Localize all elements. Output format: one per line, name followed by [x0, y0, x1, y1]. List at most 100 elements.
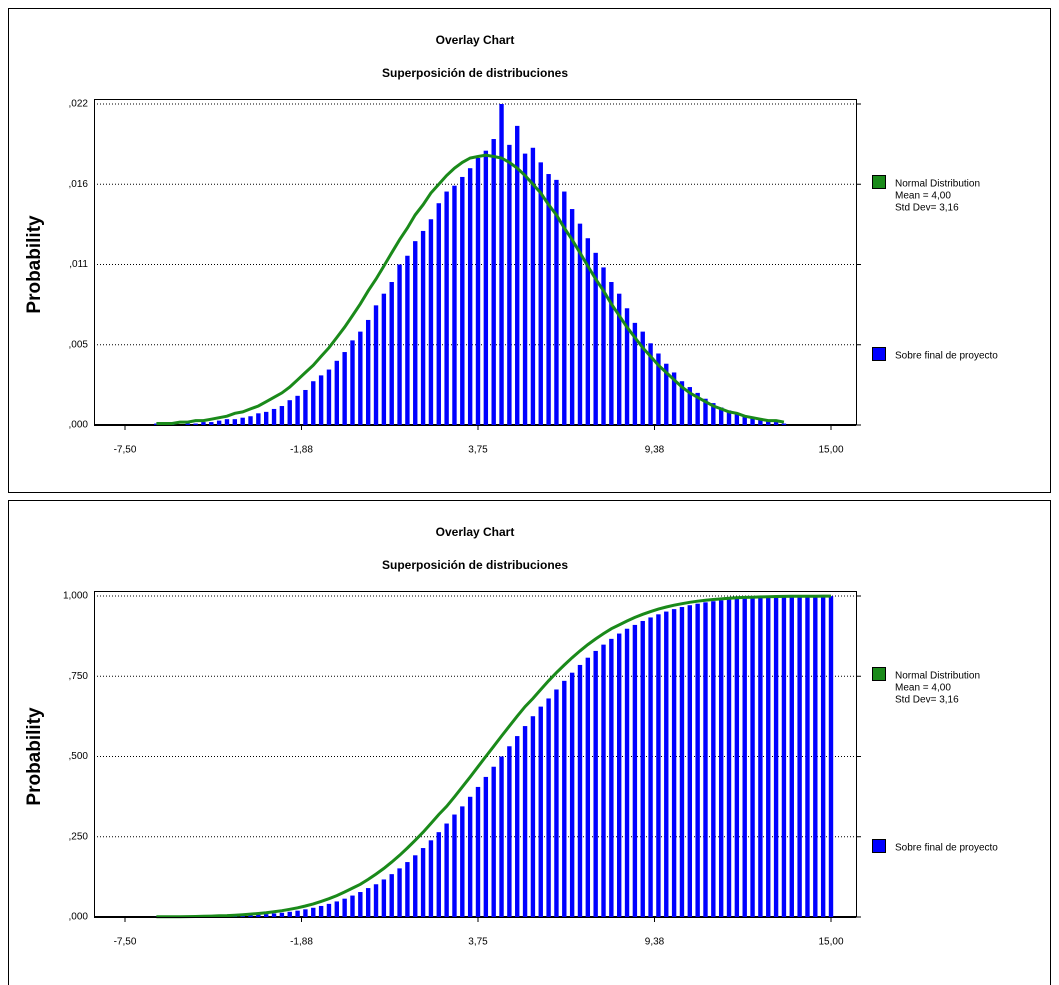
legend-detail: Mean = 4,00: [895, 191, 951, 202]
bar: [813, 596, 818, 917]
bar: [240, 417, 245, 425]
x-tick-label: -7,50: [114, 937, 137, 948]
bar: [483, 776, 489, 917]
bar: [758, 419, 763, 425]
bar: [671, 372, 677, 425]
bar: [318, 375, 324, 425]
bar: [256, 914, 261, 917]
bar: [365, 319, 371, 425]
bar: [742, 416, 747, 425]
bar: [522, 726, 528, 917]
bar: [687, 387, 692, 425]
y-tick-label: ,005: [69, 339, 89, 350]
x-tick-label: 9,38: [645, 937, 665, 948]
plot-frame: [94, 99, 857, 425]
x-tick-label: -7,50: [114, 445, 137, 456]
chart-title: Overlay Chart: [436, 33, 515, 47]
bar: [264, 411, 269, 425]
bar: [515, 125, 520, 426]
bar: [773, 596, 779, 917]
legend-label: Sobre final de proyecto: [895, 351, 998, 362]
bar: [381, 293, 387, 425]
y-tick-label: ,000: [69, 420, 89, 431]
y-tick-label: ,250: [69, 831, 89, 842]
bar: [248, 915, 253, 917]
bar: [303, 909, 308, 917]
bar: [742, 598, 747, 917]
x-tick-label: 15,00: [818, 937, 843, 948]
bar: [781, 423, 787, 425]
bar: [562, 191, 567, 425]
legend-detail: Std Dev= 3,16: [895, 695, 959, 706]
bar: [750, 597, 755, 917]
y-tick-label: ,016: [69, 179, 89, 190]
bar: [365, 888, 371, 917]
bar: [444, 823, 449, 917]
bar: [718, 407, 724, 425]
bar: [797, 596, 802, 917]
bar: [734, 598, 740, 917]
bar: [271, 913, 277, 917]
bar: [538, 162, 543, 425]
bar: [405, 255, 410, 425]
bar: [444, 191, 449, 425]
bar: [334, 901, 339, 917]
bar: [358, 892, 363, 917]
bar: [789, 596, 794, 917]
bar: [609, 638, 614, 917]
bar: [750, 417, 755, 425]
bar: [726, 410, 732, 425]
legend-label: Normal Distribution: [895, 671, 980, 682]
panel: [8, 500, 1051, 985]
bar: [389, 282, 394, 425]
bar: [460, 806, 465, 917]
bar: [758, 597, 763, 917]
bar: [640, 331, 645, 425]
bar: [695, 392, 700, 425]
bar: [687, 605, 692, 917]
bar: [287, 911, 292, 917]
y-tick-label: ,500: [69, 751, 89, 762]
bar: [452, 185, 457, 425]
bar: [726, 599, 732, 917]
curve: [156, 153, 785, 425]
legend-swatch: [872, 667, 886, 681]
bar: [358, 331, 363, 425]
bar: [538, 706, 543, 917]
bar: [577, 223, 583, 425]
bar: [334, 360, 339, 425]
bar: [460, 176, 465, 425]
bar: [373, 305, 379, 425]
bar: [413, 855, 418, 917]
bar: [467, 796, 473, 917]
bar: [185, 423, 190, 425]
bar: [420, 230, 426, 425]
legend-label: Normal Distribution: [895, 179, 980, 190]
bar: [483, 150, 489, 425]
bar: [781, 596, 787, 917]
bar: [350, 340, 355, 425]
bar: [224, 419, 230, 425]
bar: [617, 293, 622, 425]
bar: [624, 628, 630, 917]
x-tick-label: 3,75: [468, 937, 488, 948]
bar: [193, 423, 198, 425]
bar: [311, 907, 316, 917]
bar: [632, 322, 638, 425]
bar: [303, 389, 308, 425]
bar: [507, 746, 512, 917]
bar: [656, 353, 661, 425]
bar: [554, 179, 559, 425]
bar: [256, 413, 261, 425]
bar: [703, 602, 708, 917]
legend-swatch: [872, 839, 886, 853]
legend-swatch: [872, 175, 886, 189]
bar: [671, 609, 677, 917]
bar: [695, 603, 700, 917]
bar: [373, 884, 379, 917]
bar: [703, 398, 708, 425]
bar: [381, 879, 387, 917]
bar: [287, 400, 292, 425]
legend-label: Sobre final de proyecto: [895, 843, 998, 854]
y-tick-label: ,022: [69, 99, 89, 110]
